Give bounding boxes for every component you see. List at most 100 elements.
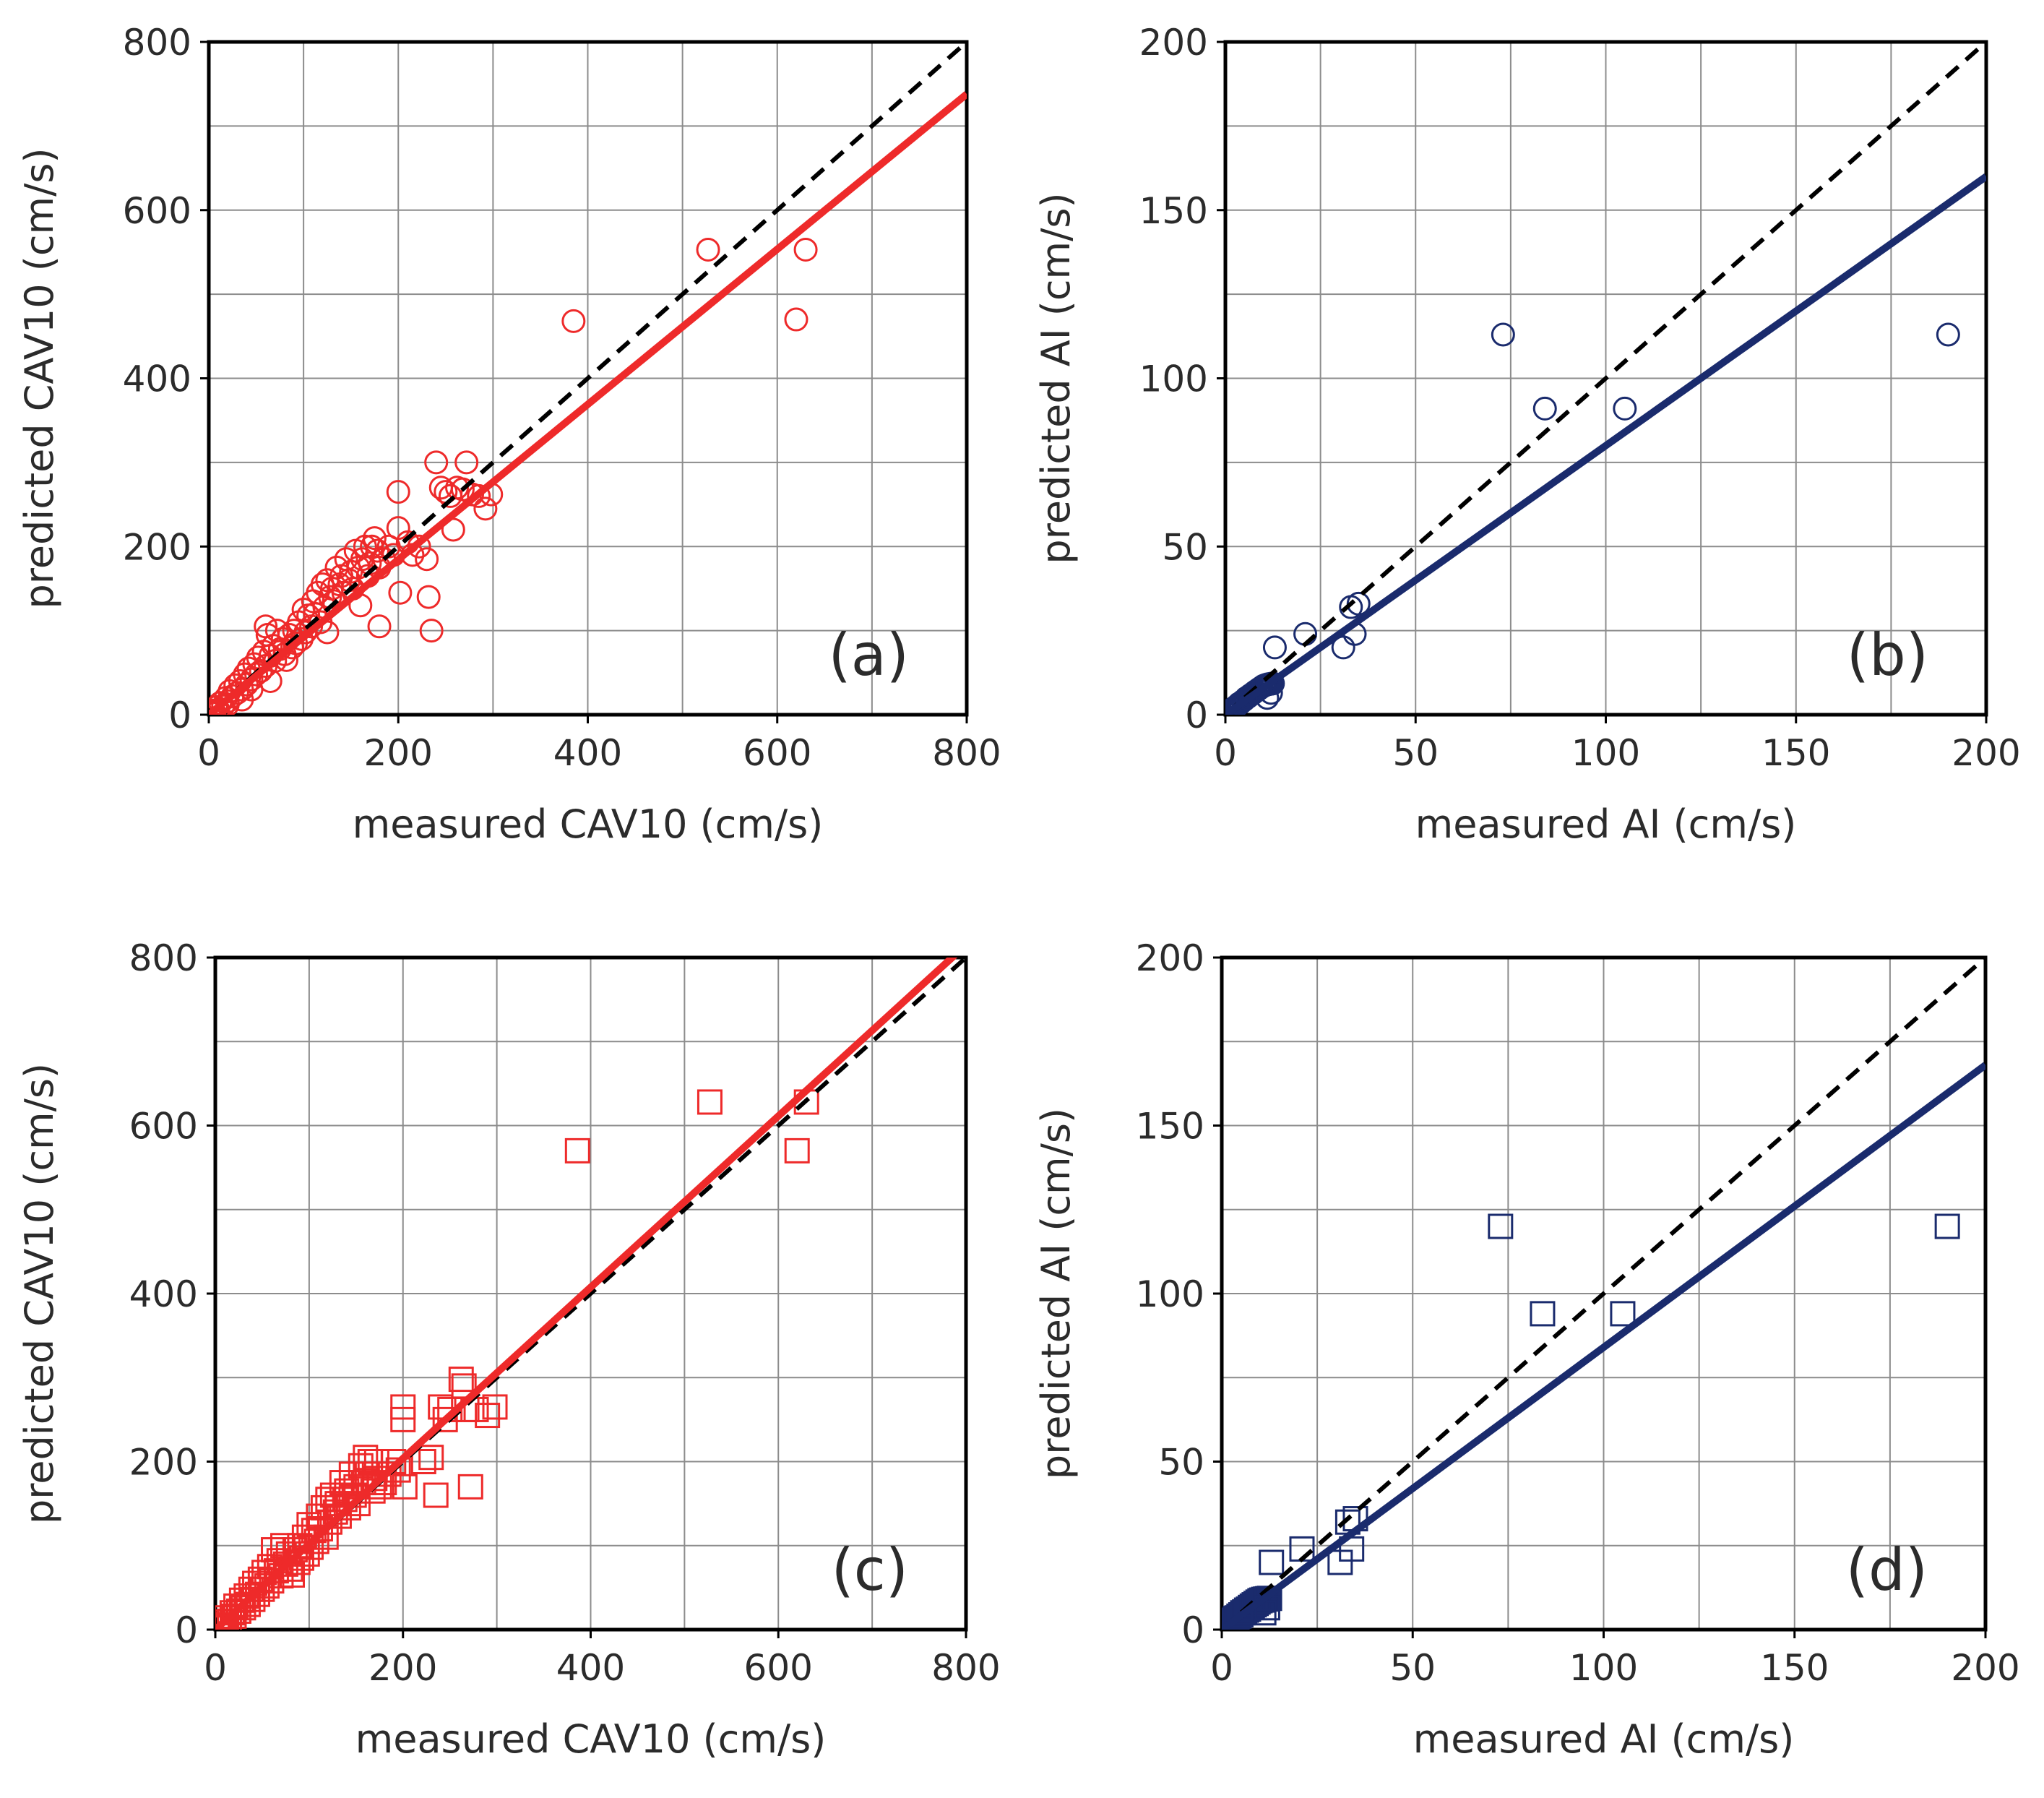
panel-label: (c) (832, 1536, 908, 1604)
data-point-marker (254, 1573, 280, 1599)
y-tick-label: 800 (123, 22, 191, 64)
fit-line (215, 958, 958, 1630)
y-tick-label: 600 (123, 190, 191, 232)
data-point-marker (416, 585, 441, 609)
data-point-marker (697, 1089, 723, 1115)
plot-content (209, 42, 967, 715)
panel-a: 0 200 400 600 800 0 200 400 600 800 measured CAV10… (17, 22, 1001, 847)
data-point-marker (424, 450, 449, 475)
panel-c: 0 200 400 600 800 0 200 400 600 800 measured CAV10… (17, 937, 1001, 1762)
data-point-marker (392, 1474, 418, 1500)
x-tick-label: 200 (364, 732, 433, 774)
panel-label: (d) (1846, 1536, 1928, 1604)
data-point-marker (407, 534, 431, 559)
y-tick-label: 200 (1139, 22, 1208, 64)
y-tick-label: 150 (1139, 190, 1208, 232)
panel-label: (b) (1847, 621, 1928, 689)
data-point-marker (244, 1581, 270, 1607)
data-point-marker (367, 614, 392, 639)
plot-content (215, 958, 966, 1630)
x-axis-title: measured CAV10 (cm/s) (355, 1716, 827, 1762)
y-tick-label: 600 (129, 1106, 198, 1148)
identity-line (209, 42, 967, 715)
x-tick-label: 50 (1389, 1647, 1436, 1689)
data-point-marker (1532, 396, 1557, 421)
data-point-marker (390, 1406, 416, 1432)
data-point-marker (1491, 322, 1515, 347)
data-point-marker (388, 580, 413, 605)
x-tick-label: 50 (1392, 732, 1439, 774)
data-point-marker (1613, 396, 1637, 421)
data-point-marker (1259, 1549, 1285, 1575)
data-point-marker (696, 237, 720, 262)
panel-label: (a) (829, 621, 909, 689)
plot-content (1222, 958, 1985, 1630)
data-point-marker (419, 619, 444, 643)
data-point-marker (432, 1406, 458, 1432)
data-point-marker (793, 237, 818, 262)
y-tick-label: 400 (129, 1273, 198, 1315)
data-point-marker (564, 1137, 590, 1163)
x-tick-label: 100 (1569, 1647, 1638, 1689)
data-point-marker (240, 1586, 266, 1612)
data-point-marker (254, 614, 278, 639)
x-tick-label: 150 (1761, 732, 1830, 774)
x-tick-label: 0 (197, 732, 220, 774)
y-tick-label: 800 (129, 937, 198, 979)
x-tick-label: 200 (368, 1647, 437, 1689)
x-axis-title: measured CAV10 (cm/s) (353, 801, 824, 847)
data-point-marker (316, 1509, 342, 1535)
y-tick-label: 0 (168, 694, 191, 736)
x-tick-label: 800 (932, 732, 1001, 774)
y-tick-label: 100 (1136, 1273, 1204, 1315)
data-point-marker (415, 547, 439, 572)
x-tick-label: 150 (1760, 1647, 1829, 1689)
y-tick-label: 200 (123, 526, 191, 568)
data-point-marker (1262, 635, 1287, 660)
x-axis-title: measured AI (cm/s) (1415, 801, 1797, 847)
x-tick-label: 600 (744, 1647, 813, 1689)
data-point-marker (362, 526, 387, 551)
data-point-marker (365, 538, 389, 563)
x-axis-title: measured AI (cm/s) (1413, 1716, 1795, 1762)
y-tick-label: 400 (123, 358, 191, 400)
data-point-marker (235, 1591, 261, 1617)
x-tick-label: 400 (553, 732, 622, 774)
fit-line (209, 91, 967, 715)
data-point-marker (1934, 1213, 1960, 1239)
y-tick-label: 0 (1185, 694, 1208, 736)
y-tick-label: 200 (1136, 937, 1204, 979)
data-point-marker (418, 1445, 444, 1471)
data-point-marker (457, 1474, 483, 1500)
x-tick-label: 600 (743, 732, 811, 774)
y-axis-title: predicted AI (cm/s) (1033, 192, 1079, 564)
data-point-marker (475, 1403, 501, 1429)
y-axis-title: predicted CAV10 (cm/s) (17, 147, 62, 608)
data-point-marker (448, 1367, 474, 1393)
data-point-marker (410, 1449, 436, 1474)
data-point-marker (381, 1449, 407, 1474)
y-axis-title: predicted AI (cm/s) (1033, 1108, 1079, 1479)
panel-d: 0 50 100 150 200 0 50 100 150 200 measured AI (cm/… (1033, 937, 2020, 1762)
x-tick-label: 0 (1210, 1647, 1233, 1689)
data-point-marker (784, 307, 808, 332)
y-tick-label: 150 (1136, 1106, 1204, 1148)
x-tick-label: 0 (204, 1647, 227, 1689)
data-point-marker (473, 496, 498, 521)
data-point-marker (1610, 1301, 1636, 1327)
data-point-marker (423, 1482, 449, 1508)
data-point-marker (1530, 1301, 1556, 1327)
fit-line (1225, 173, 1986, 715)
y-tick-label: 200 (129, 1442, 198, 1484)
y-tick-label: 100 (1139, 358, 1208, 400)
x-tick-label: 0 (1214, 732, 1237, 774)
data-point-marker (258, 668, 283, 693)
identity-line (1222, 958, 1985, 1630)
panel-b: 0 50 100 150 200 0 50 100 150 200 measured AI (cm/… (1033, 22, 2021, 847)
data-point-marker (209, 699, 230, 715)
y-tick-label: 0 (175, 1609, 198, 1651)
y-axis-title: predicted CAV10 (cm/s) (17, 1063, 62, 1524)
y-tick-label: 50 (1162, 526, 1208, 568)
data-point-marker (386, 480, 410, 504)
